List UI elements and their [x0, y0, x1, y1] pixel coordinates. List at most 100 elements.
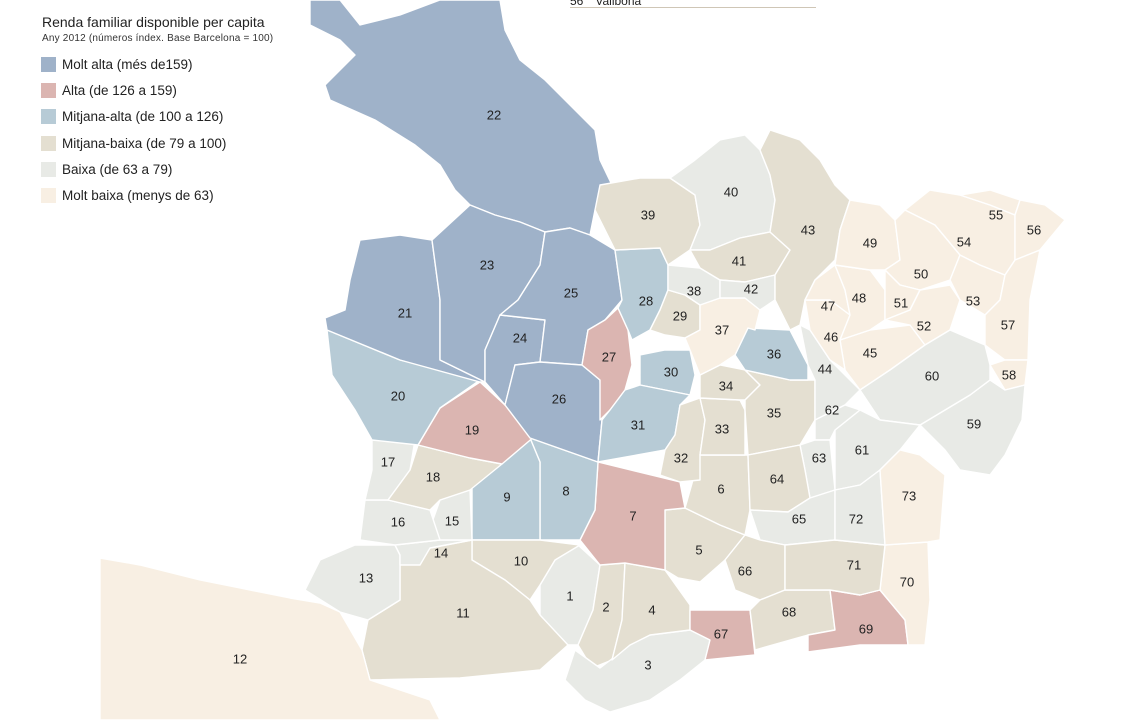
neighborhood-label-46: 46	[824, 329, 838, 344]
legend-item-mitjana-alta: Mitjana-alta (de 100 a 126)	[41, 104, 341, 130]
neighborhood-label-23: 23	[480, 257, 494, 272]
neighborhood-label-18: 18	[426, 469, 440, 484]
neighborhood-label-60: 60	[925, 368, 939, 383]
neighborhood-label-58: 58	[1002, 367, 1016, 382]
legend-swatch	[41, 161, 56, 177]
neighborhood-label-6: 6	[717, 481, 724, 496]
legend-item-molt-alta: Molt alta (més de159)	[41, 51, 341, 77]
neighborhood-label-59: 59	[967, 416, 981, 431]
legend-label: Molt baixa (menys de 63)	[62, 188, 214, 204]
neighborhood-label-25: 25	[564, 285, 578, 300]
neighborhood-label-42: 42	[744, 281, 758, 296]
neighborhood-label-14: 14	[434, 545, 448, 560]
legend-label: Molt alta (més de159)	[62, 56, 193, 72]
neighborhood-label-36: 36	[767, 346, 781, 361]
cutoff-name: Vallbona	[595, 0, 642, 8]
neighborhood-label-17: 17	[381, 454, 395, 469]
neighborhood-label-11: 11	[456, 605, 470, 620]
neighborhood-label-70: 70	[900, 574, 914, 589]
neighborhood-48	[834, 264, 886, 341]
neighborhood-label-27: 27	[602, 349, 616, 364]
neighborhood-label-32: 32	[674, 450, 688, 465]
neighborhood-13	[304, 544, 401, 621]
neighborhood-label-45: 45	[863, 345, 877, 360]
neighborhood-label-62: 62	[825, 402, 839, 417]
neighborhood-label-44: 44	[818, 361, 832, 376]
neighborhood-22	[309, 0, 613, 236]
neighborhood-label-13: 13	[359, 570, 373, 585]
legend-items: Molt alta (més de159) Alta (de 126 a 159)…	[41, 51, 341, 209]
neighborhood-label-9: 9	[503, 489, 510, 504]
neighborhood-label-71: 71	[847, 557, 861, 572]
legend-title: Renda familiar disponible per capita	[42, 14, 265, 30]
legend-label: Mitjana-baixa (de 79 a 100)	[62, 135, 227, 151]
neighborhood-label-5: 5	[695, 542, 702, 557]
legend-item-mitjana-baixa: Mitjana-baixa (de 79 a 100)	[41, 130, 341, 156]
neighborhood-42	[719, 274, 776, 311]
neighborhood-label-72: 72	[849, 511, 863, 526]
neighborhood-label-7: 7	[629, 508, 636, 523]
neighborhood-70	[879, 541, 931, 646]
neighborhood-label-50: 50	[914, 266, 928, 281]
neighborhood-label-63: 63	[812, 450, 826, 465]
legend-label: Baixa (de 63 a 79)	[62, 161, 173, 177]
neighborhood-label-29: 29	[673, 308, 687, 323]
neighborhood-12	[99, 557, 441, 720]
neighborhood-label-34: 34	[719, 378, 733, 393]
neighborhood-label-24: 24	[513, 330, 527, 345]
neighborhood-label-4: 4	[648, 602, 655, 617]
legend-swatch	[41, 56, 56, 72]
neighborhood-label-66: 66	[738, 563, 752, 578]
legend-item-baixa: Baixa (de 63 a 79)	[41, 156, 341, 182]
legend-item-molt-baixa: Molt baixa (menys de 63)	[41, 182, 341, 208]
neighborhood-label-15: 15	[445, 513, 459, 528]
legend-item-alta: Alta (de 126 a 159)	[41, 77, 341, 103]
neighborhood-label-16: 16	[391, 514, 405, 529]
neighborhood-label-53: 53	[966, 293, 980, 308]
neighborhood-label-2: 2	[602, 599, 609, 614]
neighborhood-label-22: 22	[487, 107, 501, 122]
neighborhood-labels: 1234567891011121314151617181920212223242…	[233, 107, 1041, 672]
neighborhood-label-48: 48	[852, 290, 866, 305]
neighborhood-label-33: 33	[715, 421, 729, 436]
neighborhood-label-57: 57	[1001, 317, 1015, 332]
legend-label: Mitjana-alta (de 100 a 126)	[62, 109, 224, 125]
neighborhood-label-65: 65	[792, 511, 806, 526]
legend-swatch	[41, 188, 56, 204]
neighborhood-label-1: 1	[566, 588, 573, 603]
legend-subtitle: Any 2012 (números índex. Base Barcelona …	[42, 33, 274, 44]
neighborhood-label-64: 64	[770, 471, 784, 486]
neighborhood-label-26: 26	[552, 391, 566, 406]
legend-swatch	[41, 109, 56, 125]
legend-label: Alta (de 126 a 159)	[62, 82, 177, 98]
neighborhood-label-43: 43	[801, 222, 815, 237]
neighborhood-label-55: 55	[989, 207, 1003, 222]
neighborhood-label-3: 3	[644, 657, 651, 672]
neighborhood-label-35: 35	[767, 405, 781, 420]
legend: Renda familiar disponible per capita Any…	[41, 14, 341, 209]
neighborhood-label-31: 31	[631, 417, 645, 432]
neighborhood-label-8: 8	[562, 483, 569, 498]
neighborhood-label-41: 41	[732, 253, 746, 268]
neighborhood-label-51: 51	[894, 295, 908, 310]
neighborhood-label-68: 68	[782, 604, 796, 619]
neighborhood-label-30: 30	[664, 364, 678, 379]
neighborhood-label-67: 67	[714, 626, 728, 641]
neighborhood-57	[984, 249, 1041, 361]
neighborhood-label-37: 37	[715, 322, 729, 337]
neighborhood-label-19: 19	[465, 422, 479, 437]
neighborhood-58	[989, 359, 1029, 391]
neighborhood-label-39: 39	[641, 207, 655, 222]
neighborhood-label-20: 20	[391, 388, 405, 403]
neighborhood-73	[879, 449, 946, 546]
neighborhood-label-21: 21	[398, 305, 412, 320]
cutoff-number: 56	[570, 0, 584, 8]
neighborhood-71	[784, 539, 886, 596]
neighborhood-label-38: 38	[687, 283, 701, 298]
neighborhood-label-69: 69	[859, 621, 873, 636]
neighborhood-areas	[99, 0, 1066, 720]
legend-swatch	[41, 82, 56, 98]
neighborhood-label-54: 54	[957, 234, 971, 249]
neighborhood-label-12: 12	[233, 651, 247, 666]
